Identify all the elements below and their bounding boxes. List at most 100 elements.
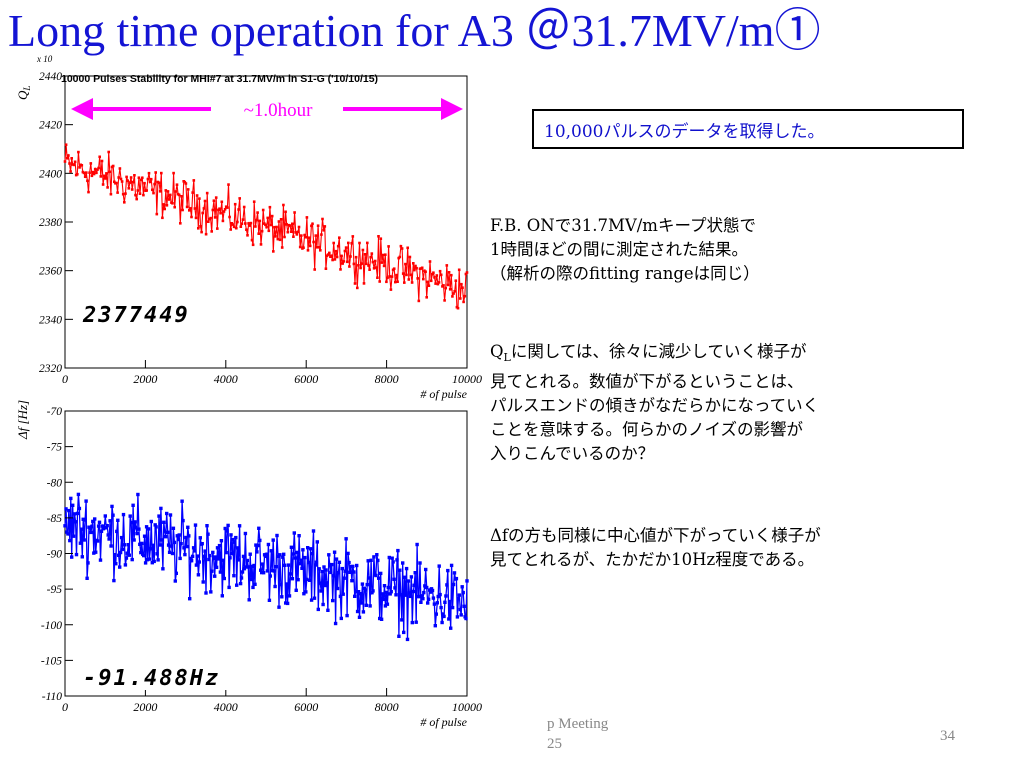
data-point [70,157,73,160]
data-point [147,171,151,175]
data-point [445,264,449,267]
data-point [128,181,132,184]
data-point [342,576,346,580]
data-point [113,180,116,184]
ql-subscript: L [503,351,511,364]
data-point [407,278,411,281]
data-point [86,561,90,565]
data-point [364,603,368,607]
data-point [347,241,350,245]
data-point [107,150,110,154]
data-point [136,189,140,192]
data-point [312,596,317,600]
data-point [352,262,356,266]
data-point [428,590,433,594]
data-point [269,223,273,227]
data-point [281,555,285,559]
data-point [363,588,367,592]
data-point [180,195,183,198]
data-point [459,613,463,617]
data-point [142,553,146,558]
description-line: 1時間ほどの間に測定された結果。 [490,240,748,259]
description-line: F.B. ONで31.7MV/mキープ状態で [490,216,756,235]
data-point [414,620,418,624]
data-point [295,550,299,555]
data-point [221,219,225,223]
data-point [147,557,152,561]
overlay-value: 2377449 [82,303,190,328]
data-point [244,565,248,569]
data-point [88,171,91,174]
data-point [331,574,336,578]
data-point [239,225,243,228]
data-point [413,571,417,575]
x-tick-label: 6000 [294,372,318,386]
data-point [181,208,184,212]
data-point [174,571,178,575]
data-point [188,597,192,601]
y-tick-label: -90 [47,549,63,561]
data-point [342,260,346,263]
data-point [430,588,435,593]
data-point [151,543,155,547]
data-point [164,189,168,192]
data-point [396,548,400,553]
data-point [63,160,67,163]
data-point [216,227,219,230]
data-point [317,246,321,249]
data-point [189,207,192,210]
data-point [410,620,414,625]
data-point [249,221,253,225]
description-block: F.B. ONで31.7MV/mキープ状態で 1時間ほどの間に測定された結果。 … [490,214,970,286]
data-point [464,272,468,276]
data-point [157,181,161,185]
x-tick-label: 0 [62,372,68,386]
data-point [116,191,119,194]
data-point [214,565,219,569]
data-point [353,282,357,285]
data-point [450,605,455,610]
data-point [82,171,86,175]
data-point [379,571,383,576]
data-point [274,235,277,238]
data-point [434,612,438,616]
x-tick-label: 10000 [452,372,482,386]
data-point [103,514,107,518]
data-point [261,571,266,575]
data-point [437,564,441,568]
data-point [318,581,322,585]
data-point [272,250,275,253]
data-point [166,543,171,547]
data-point [106,533,110,537]
data-point [389,590,393,594]
data-point [300,234,303,237]
data-point [256,543,260,548]
data-point [302,592,306,596]
data-point [447,617,451,621]
data-point [337,560,342,564]
data-point [344,537,348,541]
data-point [208,553,212,558]
data-point [361,610,366,614]
data-point [205,524,209,528]
data-point [223,526,227,531]
data-point [388,275,391,278]
data-point [363,253,367,256]
data-point [192,549,197,553]
data-point [335,586,340,591]
data-point [408,255,412,259]
data-point [124,556,129,560]
data-point [385,280,388,284]
data-point [218,570,223,574]
data-point [270,214,274,218]
data-point [447,271,451,274]
data-point [454,576,459,581]
data-point [258,219,262,223]
data-point [351,235,355,238]
data-point [172,171,175,175]
data-point [446,283,450,287]
data-point [453,290,456,293]
data-point [316,607,320,612]
data-point [374,573,378,578]
data-point [237,208,240,211]
